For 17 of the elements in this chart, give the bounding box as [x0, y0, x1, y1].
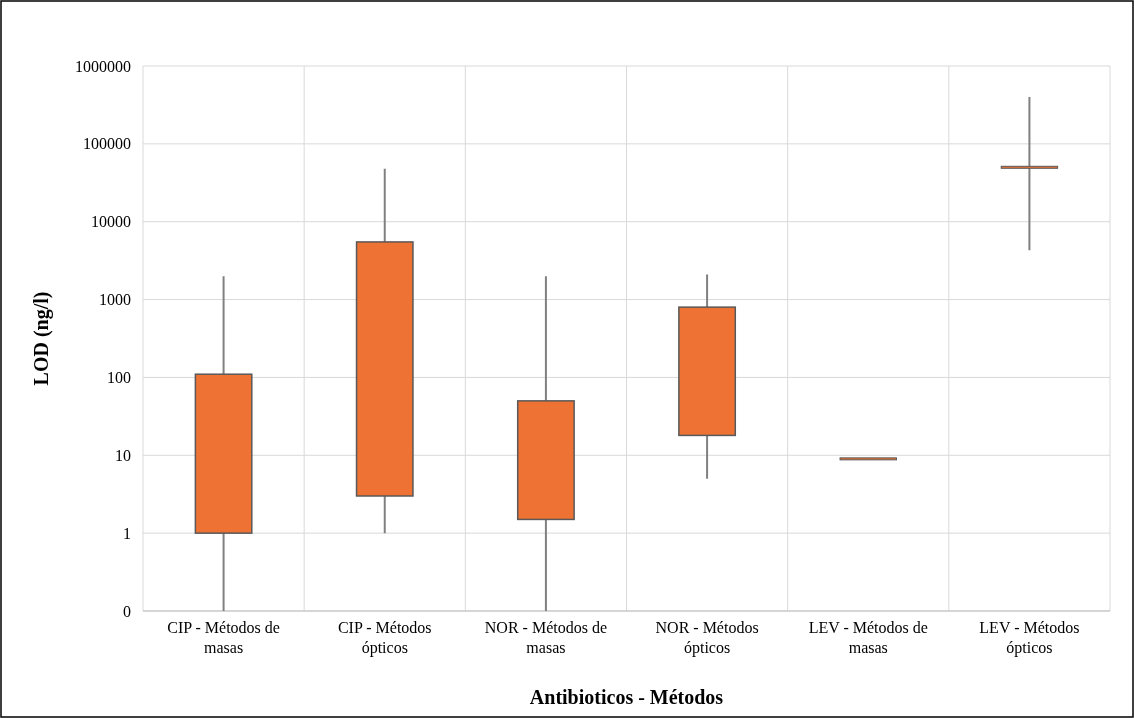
candlestick: [1000, 95, 1059, 252]
y-tick-label: 10: [115, 446, 131, 464]
x-tick-label: LEV - Métodos de masas: [808, 619, 928, 656]
y-tick-label: 1: [123, 524, 131, 542]
y-tick-label: 10000: [91, 213, 131, 231]
y-tick-label: 100000: [83, 135, 131, 153]
x-tick-label: NOR - Métodos ópticos: [655, 619, 759, 657]
x-tick-label: NOR - Métodos de masas: [484, 619, 608, 656]
x-tick-label: CIP - Métodos ópticos: [337, 619, 432, 657]
y-tick-label: 1000: [99, 291, 131, 309]
y-axis-title: LOD (ng/l): [30, 291, 53, 386]
y-tick-label: 100: [107, 369, 131, 387]
x-tick-label: LEV - Métodos ópticos: [979, 619, 1080, 657]
y-tick-label: 1000000: [75, 57, 131, 75]
x-tick-label: CIP - Métodos de masas: [167, 619, 280, 656]
y-tick-label: 0: [123, 602, 131, 620]
x-axis-title: Antibioticos - Métodos: [529, 686, 724, 708]
